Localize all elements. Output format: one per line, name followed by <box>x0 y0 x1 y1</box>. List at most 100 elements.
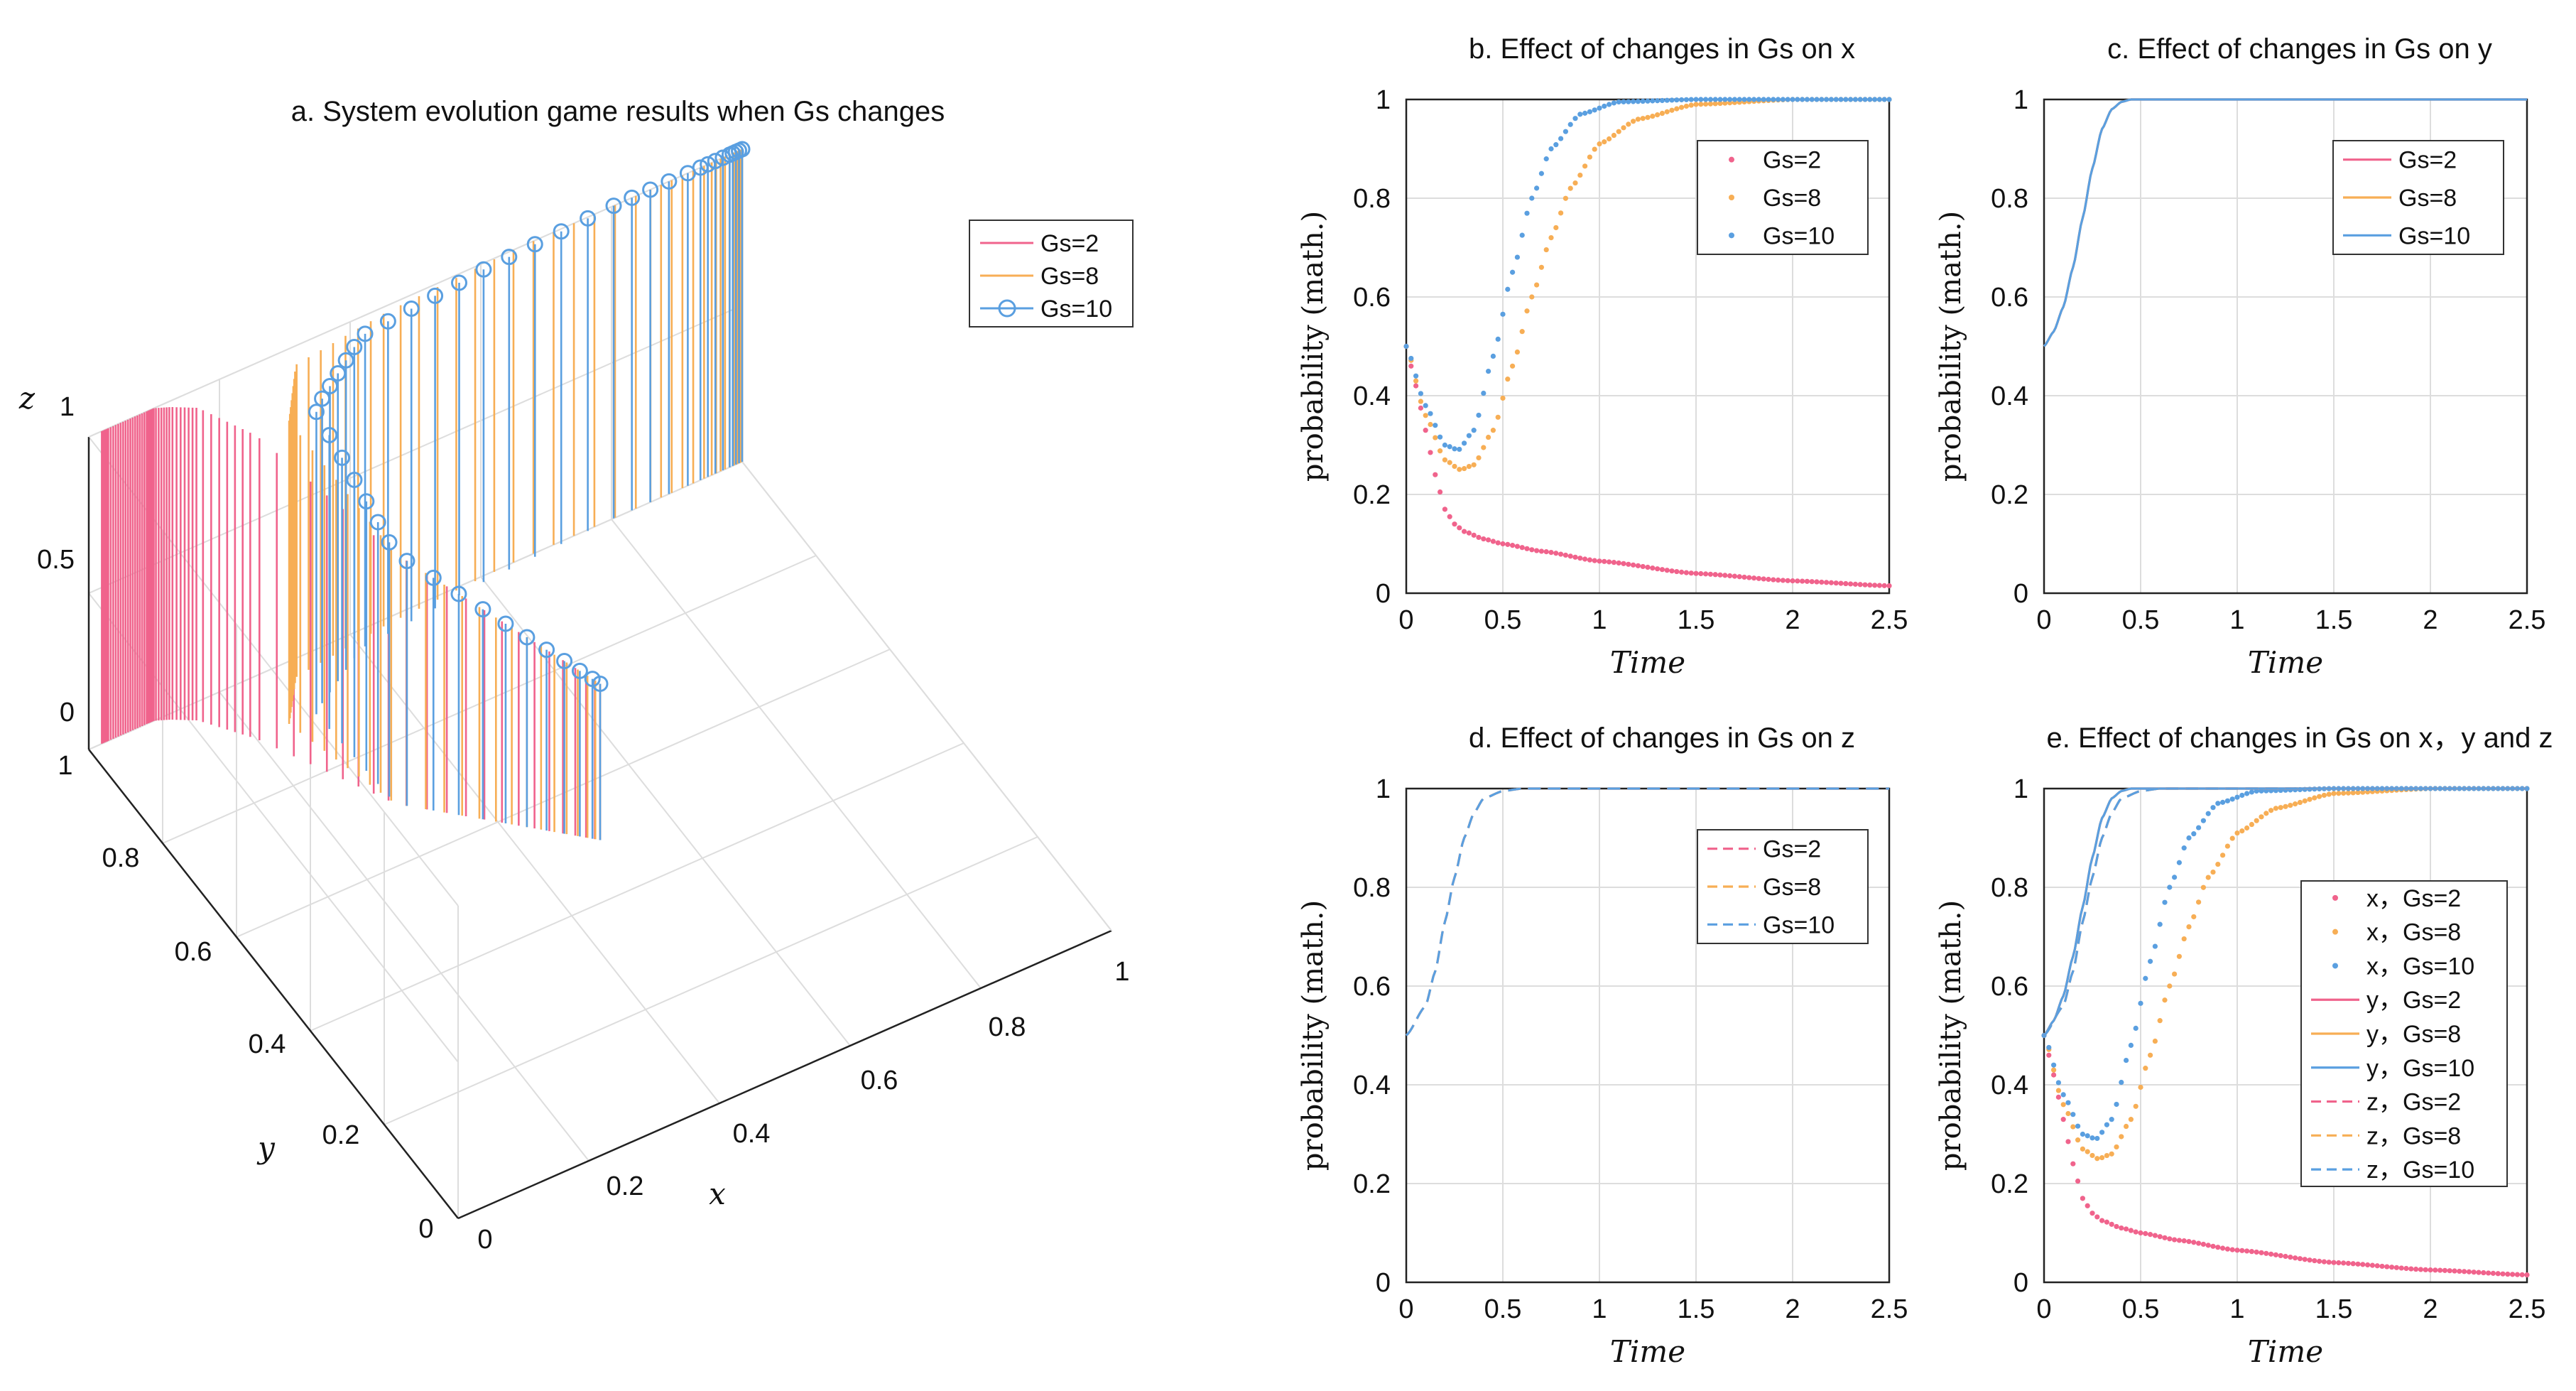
panel-e-series-x-Gs10-point <box>2196 825 2202 830</box>
panel-b-series-Gs10-point <box>1548 146 1554 152</box>
panel-b-series-Gs10-point <box>1771 97 1776 102</box>
panel-b-x-tick-label: 2.5 <box>1871 605 1908 635</box>
panel-b-series-Gs10-point <box>1833 97 1839 102</box>
panel-b-series-Gs2-point <box>1746 575 1752 580</box>
panel-d-z-probability: 0 0.5 1 1.5 2 2.5 0 0.2 0.4 0.6 0.8 1 d. Effect of c… <box>1297 722 1908 1369</box>
panel-e-series-x-Gs8-point <box>2326 791 2332 797</box>
panel-e-series-x-Gs8-point <box>2094 1156 2100 1162</box>
panel-e-series-x-Gs2-point <box>2249 1249 2254 1255</box>
panel-e-series-x-Gs2-point <box>2433 1267 2438 1273</box>
x-tick-0.8: 0.8 <box>989 1012 1026 1042</box>
panel-b-series-Gs2-point <box>1876 583 1882 588</box>
panel-c-x-tick-label: 0.5 <box>2122 605 2160 635</box>
panel-e-series-x-Gs8-point <box>2051 1067 2057 1073</box>
panel-b-series-Gs2-point <box>1741 574 1747 580</box>
panel-b-series-Gs2-point <box>1790 578 1795 584</box>
panel-b-series-Gs8-point <box>1452 463 1457 470</box>
panel-b-series-Gs2-point <box>1452 521 1457 527</box>
panel-b-series-Gs10-point <box>1707 97 1713 102</box>
panel-b-series-Gs8-point <box>1553 224 1559 231</box>
panel-e-series-x-Gs10-point <box>2051 1062 2057 1068</box>
panel-e-series-x-Gs2-point <box>2462 1269 2467 1274</box>
panel-b-series-Gs10-point <box>1669 97 1675 103</box>
panel-b-series-Gs10-point <box>1746 97 1752 102</box>
panel-e-series-x-Gs8-point <box>2312 795 2317 801</box>
panel-b-series-Gs2-point <box>1751 575 1757 581</box>
panel-b-series-Gs2-point <box>1471 532 1477 538</box>
panel-b-series-Gs10-point <box>1538 171 1544 176</box>
panel-b-series-Gs8-point <box>1635 117 1641 122</box>
panel-b-series-Gs8-point <box>1505 377 1511 382</box>
panel-e-y-tick-label: 1 <box>2013 774 2028 804</box>
panel-c-x-tick-label: 1.5 <box>2315 605 2353 635</box>
panel-e-series-x-Gs8-point <box>2196 899 2202 905</box>
panel-d-x-axis-label: Time <box>1610 1334 1685 1369</box>
panel-d-title: d. Effect of changes in Gs on z <box>1469 722 1855 754</box>
panel-b-series-Gs2-point <box>1592 558 1597 563</box>
z-axis-label: z <box>18 381 36 416</box>
panel-b-legend-label: Gs=10 <box>1763 222 1835 249</box>
panel-e-series-x-Gs8-point <box>2321 792 2327 799</box>
panel-b-x-tick-label: 0.5 <box>1484 605 1522 635</box>
panel-e-series-x-Gs2-point <box>2345 1260 2351 1266</box>
panel-b-series-Gs10-point <box>1872 97 1878 102</box>
panel-b-series-Gs10-point <box>1862 97 1868 102</box>
panel-b-series-Gs8-point <box>1712 101 1718 107</box>
panel-e-series-x-Gs2-point <box>2423 1267 2428 1272</box>
panel-b-y-tick-label: 0 <box>1376 579 1391 609</box>
panel-b-series-Gs8-point <box>1476 455 1482 461</box>
panel-e-series-x-Gs2-point <box>2321 1259 2327 1265</box>
panel-b-series-Gs10-point <box>1776 97 1781 102</box>
panel-b-series-Gs2-point <box>1607 559 1612 565</box>
panel-e-series-x-Gs10-point <box>2234 794 2240 800</box>
panel-e-legend-marker <box>2332 894 2338 901</box>
panel-b-series-Gs2-point <box>1650 565 1656 571</box>
panel-e-y-tick-label: 0.4 <box>1991 1071 2028 1100</box>
panel-d-legend-label: Gs=10 <box>1763 911 1835 938</box>
panel-e-series-x-Gs10-point <box>2152 943 2158 949</box>
panel-e-series-x-Gs2-point <box>2167 1236 2173 1242</box>
panel-b-series-Gs10-point <box>1486 368 1491 374</box>
panel-e-legend-label: y，Gs=8 <box>2366 1021 2461 1048</box>
panel-e-series-x-Gs8-point <box>2089 1152 2095 1159</box>
panel-d-y-tick-label: 0.4 <box>1353 1071 1391 1100</box>
panel-b-series-Gs8-point <box>1621 125 1626 131</box>
panel-b-series-Gs2-point <box>1683 570 1689 575</box>
panel-e-series-x-Gs2-point <box>2452 1268 2457 1274</box>
panel-b-series-Gs2-point <box>1486 537 1491 543</box>
panel-b-series-Gs8-point <box>1703 101 1709 107</box>
panel-e-series-x-Gs8-point <box>2355 789 2361 796</box>
panel-b-series-Gs10-point <box>1495 336 1501 342</box>
panel-b-series-Gs2-point <box>1481 536 1487 542</box>
panel-e-series-x-Gs8-point <box>2244 825 2250 831</box>
panel-b-series-Gs2-point <box>1804 578 1810 584</box>
panel-b-series-Gs10-point <box>1462 440 1467 446</box>
panel-e-series-x-Gs2-point <box>2476 1270 2482 1275</box>
panel-b-series-Gs2-point <box>1703 571 1709 577</box>
y-tick-0.6: 0.6 <box>175 937 212 967</box>
panel-e-title: e. Effect of changes in Gs on x，y and z <box>2047 722 2553 754</box>
panel-b-series-Gs2-point <box>1567 553 1573 559</box>
panel-c-title: c. Effect of changes in Gs on y <box>2107 33 2492 65</box>
panel-b-series-Gs10-point <box>1732 97 1737 102</box>
panel-e-series-x-Gs8-point <box>2138 1084 2143 1090</box>
panel-b-series-Gs8-point <box>1582 163 1588 169</box>
panel-b-series-Gs10-point <box>1592 107 1597 113</box>
panel-e-series-x-Gs2-point <box>2234 1247 2240 1253</box>
x-tick-0.2: 0.2 <box>607 1171 644 1201</box>
panel-b-series-Gs2-point <box>1466 530 1472 536</box>
y-axis-label: y <box>256 1130 276 1165</box>
panel-e-series-x-Gs8-point <box>2119 1134 2124 1140</box>
panel-a-stem-marker-Gs10 <box>538 642 555 659</box>
panel-b-x-tick-label: 0 <box>1398 605 1413 635</box>
panel-e-series-x-Gs10-point <box>2254 788 2259 794</box>
panel-e-series-x-Gs2-point <box>2418 1267 2423 1272</box>
panel-e-series-x-Gs8-point <box>2157 1018 2163 1024</box>
panel-b-series-Gs8-point <box>1423 413 1428 418</box>
panel-c-y-probability: 0 0.5 1 1.5 2 2.5 0 0.2 0.4 0.6 0.8 1 c. Effect of c… <box>1935 33 2545 680</box>
panel-b-series-Gs10-point <box>1553 142 1559 148</box>
panel-b-series-Gs10-point <box>1510 269 1516 275</box>
panel-e-series-x-Gs2-point <box>2152 1233 2158 1238</box>
panel-e-series-x-Gs10-point <box>2070 1112 2076 1117</box>
